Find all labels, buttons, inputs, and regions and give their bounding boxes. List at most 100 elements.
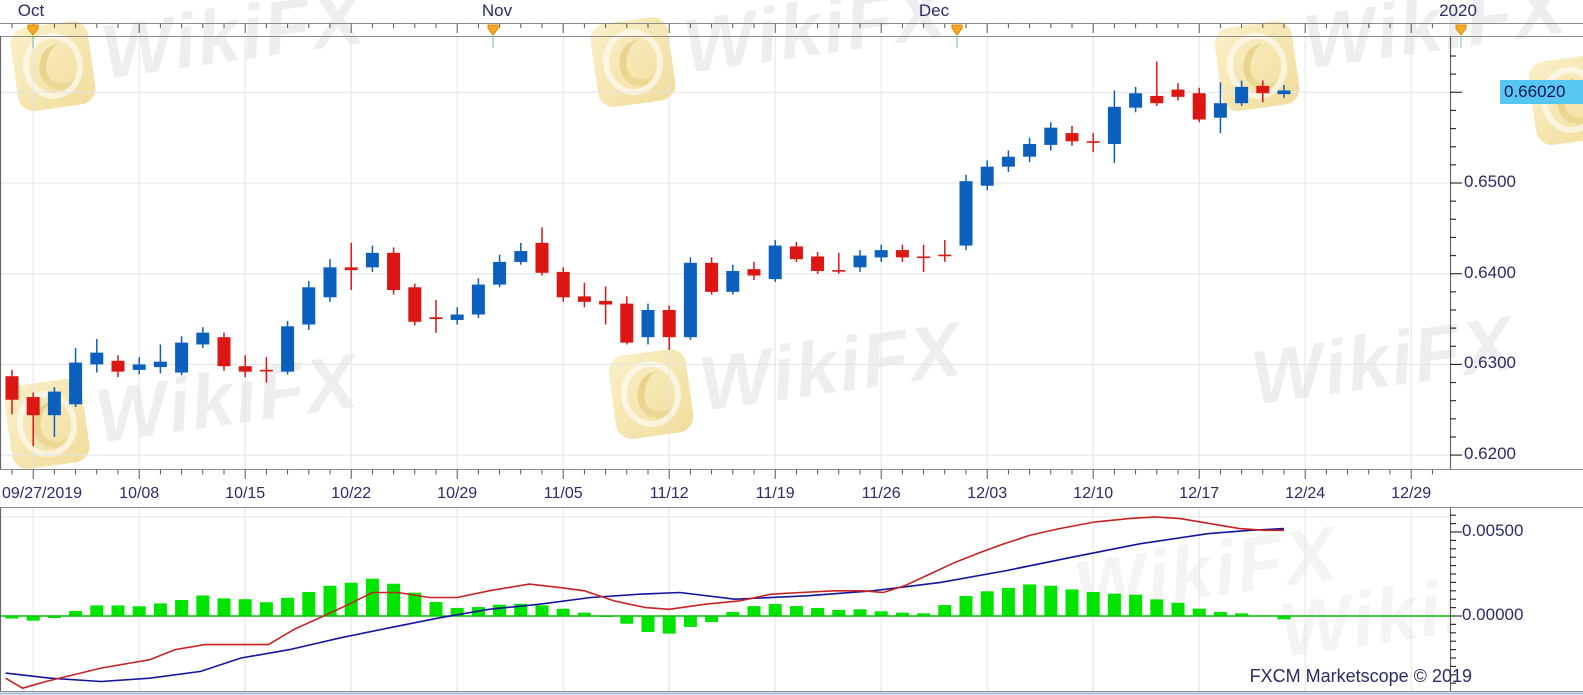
histogram-bar (853, 609, 867, 616)
candle (620, 303, 634, 343)
candle (196, 332, 210, 345)
candle (69, 362, 83, 405)
histogram-bar (450, 607, 464, 616)
candle (1107, 106, 1121, 144)
histogram-bar (26, 616, 40, 621)
histogram-bar (493, 604, 507, 616)
candle (874, 250, 888, 258)
histogram-bar (535, 605, 549, 616)
histogram-bar (895, 612, 909, 616)
candle (853, 255, 867, 268)
candle (238, 366, 252, 372)
histogram-bar (1150, 599, 1164, 616)
candle (811, 256, 825, 271)
candle (768, 245, 782, 280)
candle (387, 252, 401, 291)
candle (90, 352, 104, 365)
histogram-bar (5, 616, 19, 619)
histogram-bar (641, 616, 655, 632)
histogram-bar (917, 613, 931, 616)
histogram-bar (1107, 593, 1121, 616)
candle (917, 256, 931, 259)
candle (959, 181, 973, 246)
candle (1192, 93, 1206, 120)
candle (1001, 156, 1015, 167)
histogram-bar (705, 616, 719, 623)
histogram-bar (429, 602, 443, 616)
candle (450, 314, 464, 320)
histogram-bar (1065, 589, 1079, 616)
histogram-bar (344, 582, 358, 616)
candle (556, 271, 570, 298)
candle (132, 364, 146, 370)
histogram-bar (69, 610, 83, 616)
histogram-bar (726, 611, 740, 616)
histogram-bar (1192, 608, 1206, 616)
candle (662, 309, 676, 338)
candle (259, 369, 273, 372)
candle (1065, 133, 1079, 142)
histogram-bar (1001, 587, 1015, 616)
histogram-bar (408, 592, 422, 616)
candle (1150, 95, 1164, 104)
histogram-bar (959, 596, 973, 616)
main-chart-area[interactable] (0, 37, 1450, 470)
candle (111, 360, 125, 372)
histogram-bar (832, 609, 846, 616)
histogram-bar (132, 606, 146, 616)
candle (217, 337, 231, 367)
candle (514, 251, 528, 262)
histogram-bar (153, 603, 167, 616)
histogram-bar (1171, 602, 1185, 616)
candle (895, 250, 909, 258)
candle (980, 166, 994, 186)
histogram-bar (747, 606, 761, 616)
histogram-bar (662, 616, 676, 634)
histogram-bar (196, 595, 210, 616)
histogram-bar (111, 605, 125, 616)
histogram-bar (1277, 616, 1291, 620)
histogram-bar (1086, 591, 1100, 616)
candle (1129, 93, 1143, 108)
histogram-bar (1213, 611, 1227, 616)
histogram-bar (323, 585, 337, 616)
histogram-bar (281, 597, 295, 616)
candle (429, 317, 443, 320)
candle (1256, 85, 1270, 94)
candle (26, 397, 40, 416)
histogram-bar (768, 604, 782, 616)
month-marker-pin (951, 24, 963, 36)
candle (323, 267, 337, 298)
candle (408, 287, 422, 322)
candle (365, 252, 379, 268)
candle (302, 287, 316, 325)
candle (938, 254, 952, 257)
histogram-bar (365, 578, 379, 616)
histogram-bar (811, 607, 825, 616)
histogram-bar (1129, 594, 1143, 616)
indicator-panel-area[interactable] (0, 508, 1450, 692)
candle (493, 261, 507, 285)
histogram-bar (217, 598, 231, 616)
candle (535, 242, 549, 273)
histogram-bar (620, 616, 634, 624)
candle (1044, 127, 1058, 145)
histogram-bar (238, 599, 252, 616)
candle (1213, 103, 1227, 118)
candle (1171, 89, 1185, 97)
month-marker-pin (1455, 24, 1467, 36)
histogram-bar (1235, 613, 1249, 616)
candle (281, 326, 295, 372)
candle (683, 262, 697, 338)
candle (47, 391, 61, 416)
histogram-bar (1044, 585, 1058, 616)
month-marker-pin (27, 24, 39, 36)
histogram-bar (980, 591, 994, 616)
candle (5, 376, 19, 400)
candle (705, 262, 719, 292)
histogram-bar (259, 602, 273, 616)
candle (789, 246, 803, 260)
histogram-bar (1023, 584, 1037, 616)
candle (726, 270, 740, 292)
histogram-bar (683, 616, 697, 627)
